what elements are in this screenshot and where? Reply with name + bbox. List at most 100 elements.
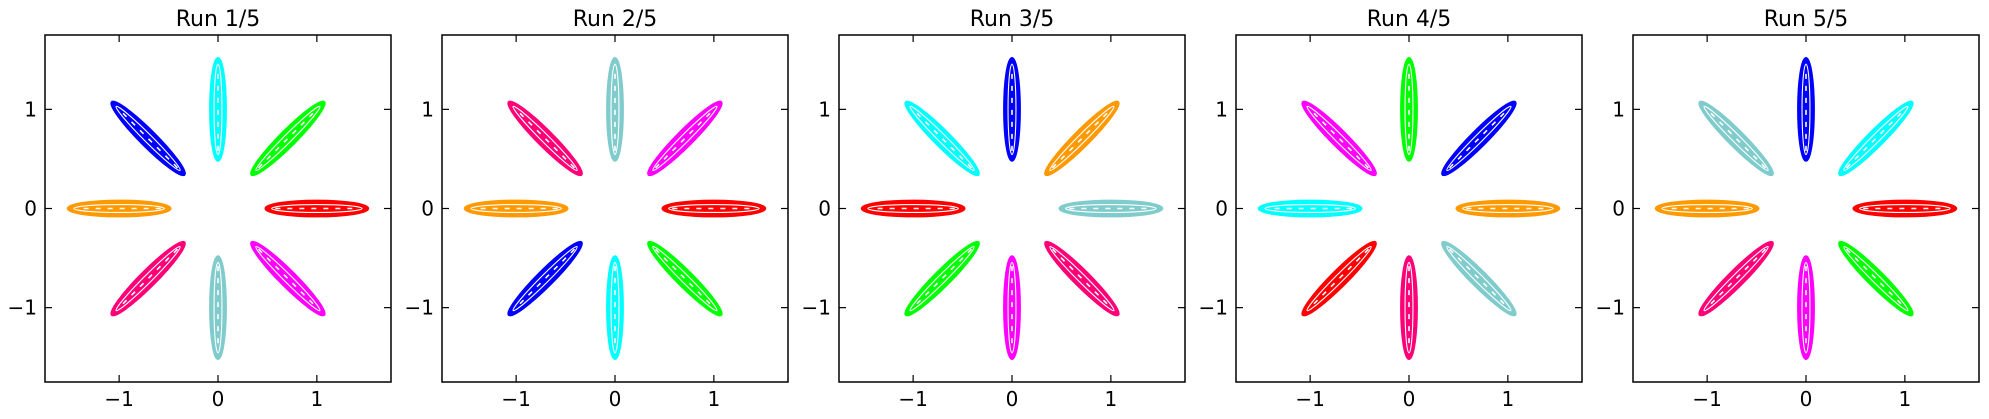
ellipse-series bbox=[1058, 199, 1164, 218]
y-tick-label: 0 bbox=[1612, 197, 1625, 221]
ellipse-series bbox=[507, 100, 583, 177]
x-tick-label: −1 bbox=[1295, 387, 1324, 411]
x-tick-label: −1 bbox=[104, 387, 133, 411]
ellipse-outer bbox=[209, 56, 227, 162]
subplot-title: Run 4/5 bbox=[1367, 7, 1452, 32]
x-tick-label: 0 bbox=[1800, 387, 1813, 411]
ellipse-axis-dashes bbox=[1706, 248, 1767, 309]
ellipse-inner-ring bbox=[1843, 105, 1909, 172]
y-tick-label: −1 bbox=[1596, 296, 1625, 320]
ellipse-inner-ring bbox=[512, 105, 578, 172]
ellipse-inner-ring bbox=[1007, 63, 1017, 156]
ellipse-outer bbox=[1797, 255, 1815, 361]
ellipse-axis-dashes bbox=[515, 108, 576, 169]
x-tick-label: 1 bbox=[1898, 387, 1911, 411]
ellipse-inner-ring bbox=[1404, 63, 1414, 156]
ellipse-outer bbox=[1400, 255, 1418, 361]
x-tick-label: 1 bbox=[707, 387, 720, 411]
ellipse-inner-ring bbox=[1661, 203, 1753, 214]
ellipse-axis-dashes bbox=[1051, 248, 1112, 309]
ellipse-series bbox=[507, 240, 583, 317]
ellipse-inner-ring bbox=[1404, 261, 1414, 354]
ellipse-outer bbox=[66, 199, 172, 218]
ellipse-inner-ring bbox=[1859, 203, 1951, 214]
ellipse-outer bbox=[1797, 56, 1815, 162]
ellipse-axis-dashes bbox=[1845, 108, 1906, 169]
ellipse-outer bbox=[1044, 240, 1120, 317]
ellipse-series bbox=[661, 199, 767, 218]
ellipse-series bbox=[1257, 199, 1363, 218]
ellipse-outer bbox=[463, 199, 569, 218]
ellipse-outer bbox=[606, 255, 624, 361]
ellipse-axis-dashes bbox=[1309, 248, 1370, 309]
x-tick-label: 0 bbox=[609, 387, 622, 411]
ellipse-inner-ring bbox=[1703, 105, 1769, 172]
ellipse-inner-ring bbox=[1462, 203, 1554, 214]
ellipse-outer bbox=[209, 255, 227, 361]
ellipse-series bbox=[1301, 240, 1377, 317]
subplot-3: Run 3/5 −1 0 1 −1 0 1 bbox=[802, 7, 1186, 411]
ellipse-inner-ring bbox=[1801, 63, 1811, 156]
y-tick-label: 0 bbox=[818, 197, 831, 221]
subplot-title: Run 1/5 bbox=[176, 7, 261, 32]
ellipse-axis-dashes bbox=[654, 248, 715, 309]
ellipse-inner-ring bbox=[512, 245, 578, 312]
ellipse-outer bbox=[507, 100, 583, 177]
ellipse-axis-dashes bbox=[654, 108, 715, 169]
ellipse-series bbox=[606, 255, 624, 361]
ellipse-outer bbox=[904, 100, 980, 177]
ellipse-inner-ring bbox=[610, 261, 620, 354]
ellipse-outer bbox=[1838, 100, 1914, 177]
ellipse-outer bbox=[647, 100, 723, 177]
ellipse-outer bbox=[606, 56, 624, 162]
ellipse-series bbox=[1654, 199, 1760, 218]
x-tick-label: 0 bbox=[1006, 387, 1019, 411]
ellipse-series bbox=[264, 199, 370, 218]
ellipse-series bbox=[860, 199, 966, 218]
subplot-5: Run 5/5 −1 0 1 −1 0 1 bbox=[1596, 7, 1980, 411]
ellipse-inner-ring bbox=[668, 203, 760, 214]
ellipse-series bbox=[209, 56, 227, 162]
ellipse-series bbox=[1698, 240, 1774, 317]
subplot-title: Run 3/5 bbox=[970, 7, 1055, 32]
ellipse-outer bbox=[507, 240, 583, 317]
ellipse-outer bbox=[661, 199, 767, 218]
ellipse-inner-ring bbox=[115, 245, 181, 312]
ellipse-outer bbox=[1455, 199, 1561, 218]
ellipse-outer bbox=[1441, 100, 1517, 177]
x-tick-label: 1 bbox=[310, 387, 323, 411]
ellipse-series bbox=[1441, 100, 1517, 177]
ellipse-outer bbox=[1400, 56, 1418, 162]
x-tick-label: 0 bbox=[212, 387, 225, 411]
ellipse-outer bbox=[1003, 255, 1021, 361]
subplot-title: Run 5/5 bbox=[1764, 7, 1849, 32]
ellipse-axis-dashes bbox=[1051, 108, 1112, 169]
ellipse-inner-ring bbox=[867, 203, 959, 214]
ellipse-inner-ring bbox=[1065, 203, 1157, 214]
ellipse-inner-ring bbox=[470, 203, 562, 214]
ellipse-series bbox=[250, 240, 326, 317]
ellipse-series bbox=[1455, 199, 1561, 218]
y-tick-label: −1 bbox=[8, 296, 37, 320]
ellipse-series bbox=[647, 100, 723, 177]
ellipse-axis-dashes bbox=[912, 248, 973, 309]
ellipse-series bbox=[1838, 100, 1914, 177]
ellipse-outer bbox=[647, 240, 723, 317]
ellipse-series bbox=[1003, 255, 1021, 361]
ellipse-axis-dashes bbox=[118, 248, 179, 309]
ellipse-outer bbox=[1301, 240, 1377, 317]
ellipse-axis-dashes bbox=[257, 108, 318, 169]
ellipse-outer bbox=[250, 100, 326, 177]
ellipse-series bbox=[66, 199, 172, 218]
ellipse-series bbox=[1044, 100, 1120, 177]
ellipse-outer bbox=[860, 199, 966, 218]
ellipse-series bbox=[110, 240, 186, 317]
ellipse-inner-ring bbox=[213, 63, 223, 156]
y-tick-label: 1 bbox=[1612, 97, 1625, 121]
ellipse-inner-ring bbox=[652, 105, 718, 172]
ellipse-inner-ring bbox=[1049, 105, 1115, 172]
ellipse-inner-ring bbox=[1306, 105, 1372, 172]
ellipse-axis-dashes bbox=[1448, 248, 1509, 309]
x-tick-label: −1 bbox=[501, 387, 530, 411]
